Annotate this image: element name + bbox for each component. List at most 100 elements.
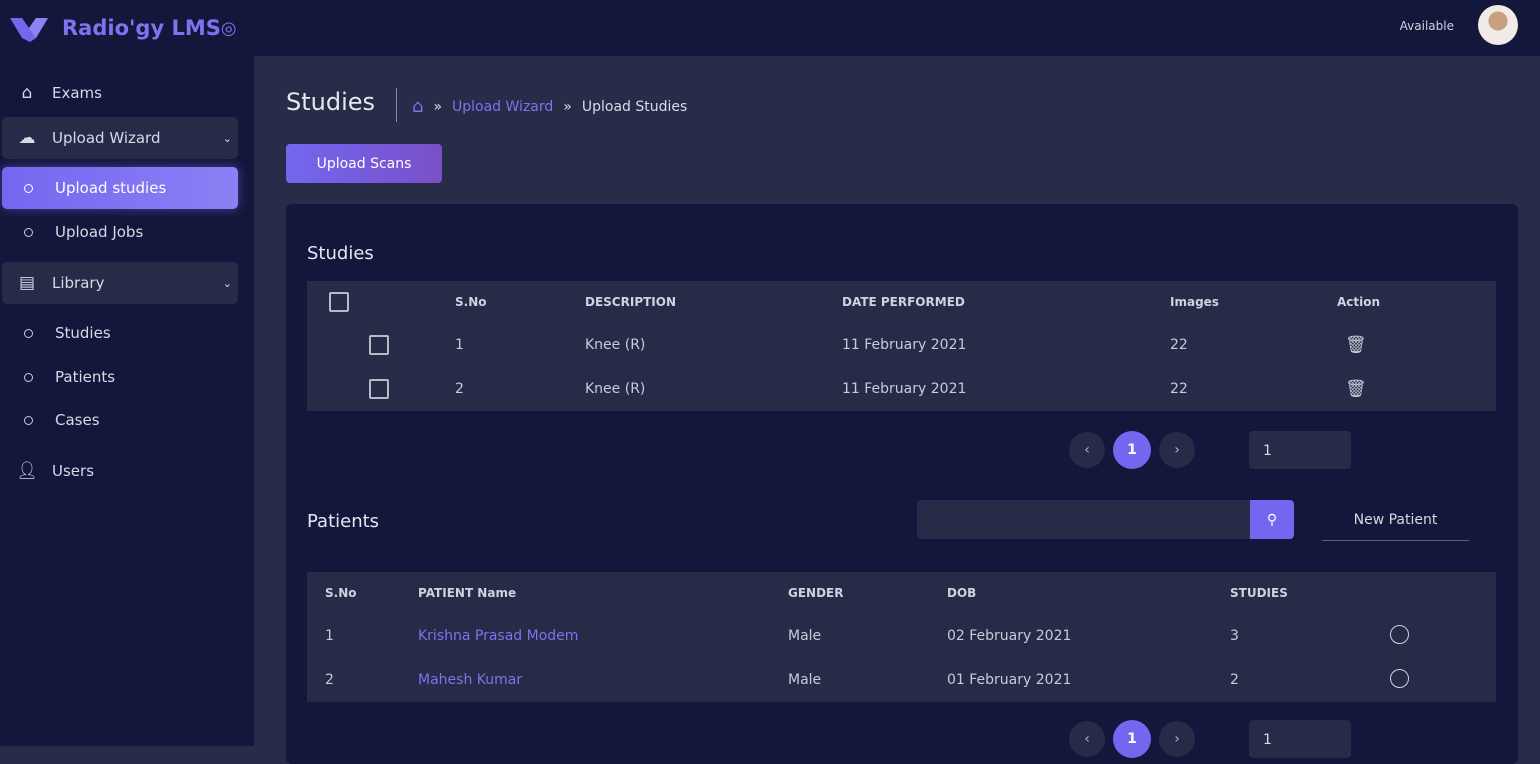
cell: 01 February 2021: [947, 658, 1230, 702]
table-row: 2 Knee (R) 11 February 2021 22 🗑︎: [307, 367, 1496, 411]
home-icon[interactable]: ⌂: [412, 96, 424, 117]
sidebar-item-label: Users: [52, 462, 95, 480]
cell: 2: [1230, 658, 1390, 702]
search-icon: ⚲: [1266, 511, 1278, 528]
sidebar-item-patients[interactable]: Patients: [2, 356, 238, 398]
upload-cloud-icon: ☁: [18, 128, 36, 148]
trash-icon[interactable]: 🗑︎: [1337, 323, 1496, 367]
sidebar-item-users[interactable]: 👤︎ Users: [2, 450, 238, 492]
sidebar-item-label: Upload studies: [55, 179, 167, 197]
circle-icon: [24, 415, 33, 425]
patients-pagination: ‹ 1 › 1: [1069, 720, 1351, 758]
breadcrumb-current: Upload Studies: [581, 98, 688, 115]
sidebar-item-label: Patients: [55, 368, 116, 386]
column-header: S.No: [307, 572, 418, 614]
avatar[interactable]: [1478, 5, 1518, 45]
chevron-left-icon[interactable]: ‹: [1069, 721, 1105, 757]
circle-icon: [24, 183, 33, 193]
select-all-checkbox[interactable]: [329, 292, 349, 312]
archive-icon: ▤: [18, 273, 36, 293]
studies-pagination: ‹ 1 › 1: [1069, 431, 1351, 469]
cell: 1: [307, 614, 418, 658]
sidebar-item-library[interactable]: ▤ Library ⌄: [2, 262, 238, 304]
cell: 1: [455, 323, 585, 367]
row-checkbox[interactable]: [369, 379, 389, 399]
patient-link[interactable]: Mahesh Kumar: [418, 658, 788, 702]
breadcrumb: ⌂ » Upload Wizard » Upload Studies: [412, 96, 687, 117]
circle-icon: [24, 372, 33, 382]
select-radio[interactable]: [1390, 668, 1409, 688]
cell: 02 February 2021: [947, 614, 1230, 658]
cell: Male: [788, 658, 947, 702]
patients-heading: Patients: [307, 511, 380, 532]
column-header: PATIENT Name: [418, 572, 788, 614]
cell: 2: [455, 367, 585, 411]
cell: 2: [307, 658, 418, 702]
cell: 22: [1170, 367, 1337, 411]
new-patient-button[interactable]: New Patient: [1322, 500, 1469, 541]
sidebar-item-label: Studies: [55, 324, 111, 342]
page-input[interactable]: 1: [1249, 720, 1351, 758]
top-bar: Radio'gy LMS ◎ Available: [0, 0, 1540, 56]
page-input[interactable]: 1: [1249, 431, 1351, 469]
circle-icon: [24, 328, 33, 338]
cell: 11 February 2021: [842, 367, 1170, 411]
sidebar-item-label: Exams: [52, 84, 102, 102]
trash-icon[interactable]: 🗑︎: [1337, 367, 1496, 411]
cell: Male: [788, 614, 947, 658]
chevron-down-icon: ⌄: [222, 276, 232, 290]
target-icon: ◎: [220, 17, 237, 39]
search-button[interactable]: ⚲: [1250, 500, 1294, 539]
upload-scans-button[interactable]: Upload Scans: [286, 144, 442, 183]
column-header: STUDIES: [1230, 572, 1390, 614]
column-header: DESCRIPTION: [585, 281, 842, 323]
cell: 3: [1230, 614, 1390, 658]
user-icon: 👤︎: [16, 461, 38, 481]
home-icon: ⌂: [21, 83, 33, 103]
cell: Knee (R): [585, 367, 842, 411]
logo-icon: [10, 18, 48, 42]
studies-heading: Studies: [307, 243, 374, 264]
column-header: Images: [1170, 281, 1337, 323]
sidebar-item-label: Cases: [55, 411, 100, 429]
patient-link[interactable]: Krishna Prasad Modem: [418, 614, 788, 658]
separator-icon: »: [433, 98, 443, 115]
patient-search-input[interactable]: [917, 500, 1250, 539]
chevron-left-icon[interactable]: ‹: [1069, 432, 1105, 468]
sidebar-item-label: Library: [52, 274, 105, 292]
column-header: S.No: [455, 281, 585, 323]
divider: [396, 88, 397, 122]
table-row: 1 Krishna Prasad Modem Male 02 February 202…: [307, 614, 1496, 658]
sidebar-item-label: Upload Wizard: [52, 129, 161, 147]
sidebar-item-upload-studies[interactable]: Upload studies: [2, 167, 238, 209]
table-row: 1 Knee (R) 11 February 2021 22 🗑︎: [307, 323, 1496, 367]
sidebar-item-upload-wizard[interactable]: ☁ Upload Wizard ⌄: [2, 117, 238, 159]
circle-icon: [24, 227, 33, 237]
cell: 11 February 2021: [842, 323, 1170, 367]
column-header: GENDER: [788, 572, 947, 614]
sidebar-item-cases[interactable]: Cases: [2, 399, 238, 441]
sidebar-item-label: Upload Jobs: [55, 223, 144, 241]
studies-table: S.No DESCRIPTION DATE PERFORMED Images Actio…: [307, 281, 1496, 411]
chevron-down-icon: ⌄: [222, 131, 232, 145]
app-title: Radio'gy LMS: [62, 16, 221, 40]
logo[interactable]: Radio'gy LMS ◎: [10, 14, 237, 42]
chevron-right-icon[interactable]: ›: [1159, 721, 1195, 757]
sidebar-item-exams[interactable]: ⌂ Exams: [2, 72, 238, 114]
sidebar-item-studies[interactable]: Studies: [2, 312, 238, 354]
column-header: Action: [1337, 281, 1496, 323]
column-header: DOB: [947, 572, 1230, 614]
table-row: 2 Mahesh Kumar Male 01 February 2021 2: [307, 658, 1496, 702]
status-text: Available: [1399, 19, 1454, 33]
breadcrumb-upload-wizard[interactable]: Upload Wizard: [452, 98, 554, 115]
column-header: DATE PERFORMED: [842, 281, 1170, 323]
page-button[interactable]: 1: [1113, 720, 1151, 758]
row-checkbox[interactable]: [369, 335, 389, 355]
select-radio[interactable]: [1390, 624, 1409, 644]
patients-table: S.No PATIENT Name GENDER DOB STUDIES 1 Krishn…: [307, 572, 1496, 702]
separator-icon: »: [563, 98, 572, 115]
page-title: Studies: [286, 88, 376, 116]
page-button[interactable]: 1: [1113, 431, 1151, 469]
sidebar-item-upload-jobs[interactable]: Upload Jobs: [2, 211, 238, 253]
chevron-right-icon[interactable]: ›: [1159, 432, 1195, 468]
